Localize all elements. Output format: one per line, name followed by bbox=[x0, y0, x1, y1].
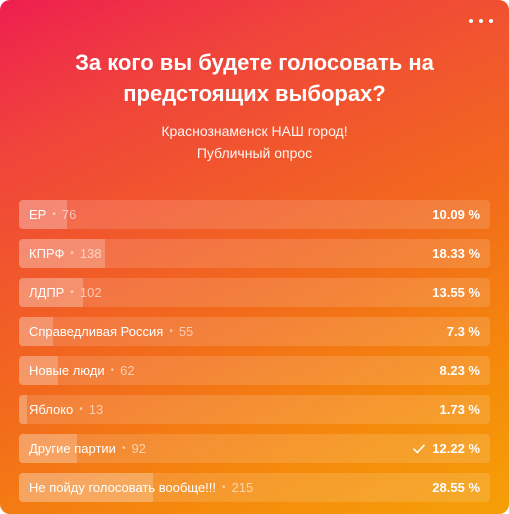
poll-option[interactable]: Справедливая Россия • 55 7.3 % bbox=[19, 317, 490, 346]
poll-option-label-row: ЕР • 76 bbox=[29, 200, 76, 229]
poll-option-fill bbox=[19, 473, 154, 502]
poll-option-percent: 12.22 % bbox=[432, 441, 480, 456]
poll-option-result: 8.23 % bbox=[440, 356, 480, 385]
poll-option-vote-count: 62 bbox=[120, 363, 135, 378]
more-options-icon[interactable] bbox=[469, 12, 493, 30]
more-dot bbox=[489, 19, 493, 23]
poll-option-result: 13.55 % bbox=[432, 278, 480, 307]
poll-option-label-row: Не пойду голосовать вообще!!! • 215 bbox=[29, 473, 253, 502]
separator-dot: • bbox=[70, 287, 74, 298]
separator-dot: • bbox=[222, 482, 226, 493]
poll-subtitle: Краснознаменск НАШ город! Публичный опро… bbox=[20, 120, 489, 164]
poll-option-fill bbox=[19, 317, 54, 346]
separator-dot: • bbox=[121, 443, 126, 454]
poll-option-percent: 10.09 % bbox=[432, 207, 480, 222]
poll-option-label: КПРФ bbox=[29, 246, 65, 261]
check-icon bbox=[413, 444, 426, 453]
poll-option-result: 1.73 % bbox=[440, 395, 480, 424]
poll-option-result: 10.09 % bbox=[432, 200, 480, 229]
poll-option-vote-count: 102 bbox=[79, 285, 102, 300]
poll-option-fill bbox=[19, 356, 58, 385]
poll-option-label-row: Справедливая Россия • 55 bbox=[29, 317, 193, 346]
poll-option-label: Яблоко bbox=[29, 402, 74, 417]
poll-option-fill bbox=[19, 434, 77, 463]
poll-option[interactable]: Другие партии • 92 12.22 % bbox=[19, 434, 490, 463]
poll-option-vote-count: 76 bbox=[61, 207, 77, 222]
separator-dot: • bbox=[169, 326, 173, 337]
poll-option-result: 18.33 % bbox=[432, 239, 480, 268]
poll-option-label-row: Новые люди • 62 bbox=[29, 356, 135, 385]
poll-option-result: 28.55 % bbox=[432, 473, 480, 502]
poll-option-label: Другие партии bbox=[29, 441, 116, 456]
separator-dot: • bbox=[110, 365, 115, 376]
poll-option-label: Новые люди bbox=[29, 363, 105, 378]
separator-dot: • bbox=[70, 248, 74, 259]
poll-option-label: Справедливая Россия bbox=[29, 324, 164, 339]
poll-option[interactable]: КПРФ • 138 18.33 % bbox=[19, 239, 490, 268]
separator-dot: • bbox=[52, 209, 56, 220]
poll-option-fill bbox=[19, 395, 28, 424]
poll-options: ЕР • 76 10.09 % КПРФ • 138 18.33 % ЛДПР • 102 13.55… bbox=[19, 200, 490, 512]
poll-option-label: Не пойду голосовать вообще!!! bbox=[29, 480, 217, 495]
more-dot bbox=[469, 19, 473, 23]
poll-option-percent: 8.23 % bbox=[439, 363, 480, 378]
poll-community-name[interactable]: Краснознаменск НАШ город! bbox=[161, 123, 348, 139]
poll-option-fill bbox=[19, 239, 106, 268]
poll-option-vote-count: 55 bbox=[178, 324, 194, 339]
poll-option-percent: 1.73 % bbox=[439, 402, 480, 417]
poll-option-label: ЛДПР bbox=[29, 285, 65, 300]
poll-option-vote-count: 13 bbox=[88, 402, 104, 417]
poll-option[interactable]: ЛДПР • 102 13.55 % bbox=[19, 278, 490, 307]
poll-option-label-row: Другие партии • 92 bbox=[29, 434, 146, 463]
poll-option-label-row: КПРФ • 138 bbox=[29, 239, 102, 268]
poll-type: Публичный опрос bbox=[196, 145, 313, 161]
poll-option-vote-count: 138 bbox=[79, 246, 102, 261]
separator-dot: • bbox=[79, 404, 83, 415]
poll-option-result: 12.22 % bbox=[413, 434, 480, 463]
poll-option-result: 7.3 % bbox=[447, 317, 480, 346]
poll-option[interactable]: Яблоко • 13 1.73 % bbox=[19, 395, 490, 424]
poll-option[interactable]: Новые люди • 62 8.23 % bbox=[19, 356, 490, 385]
poll-option-label-row: ЛДПР • 102 bbox=[29, 278, 102, 307]
poll-option-percent: 13.55 % bbox=[432, 285, 480, 300]
poll-option-percent: 18.33 % bbox=[432, 246, 480, 261]
poll-option-fill bbox=[19, 278, 83, 307]
poll-option-percent: 28.55 % bbox=[432, 480, 480, 495]
poll-option-label: ЕР bbox=[29, 207, 47, 222]
poll-option-fill bbox=[19, 200, 67, 229]
poll-option-label-row: Яблоко • 13 bbox=[29, 395, 103, 424]
poll-option[interactable]: ЕР • 76 10.09 % bbox=[19, 200, 490, 229]
poll-option-vote-count: 215 bbox=[231, 480, 254, 495]
poll-option[interactable]: Не пойду голосовать вообще!!! • 215 28.55 % bbox=[19, 473, 490, 502]
poll-title: За кого вы будете голосовать на предстоя… bbox=[75, 50, 434, 106]
poll-option-vote-count: 92 bbox=[131, 441, 146, 456]
more-dot bbox=[479, 19, 483, 23]
poll-option-percent: 7.3 % bbox=[446, 324, 480, 339]
